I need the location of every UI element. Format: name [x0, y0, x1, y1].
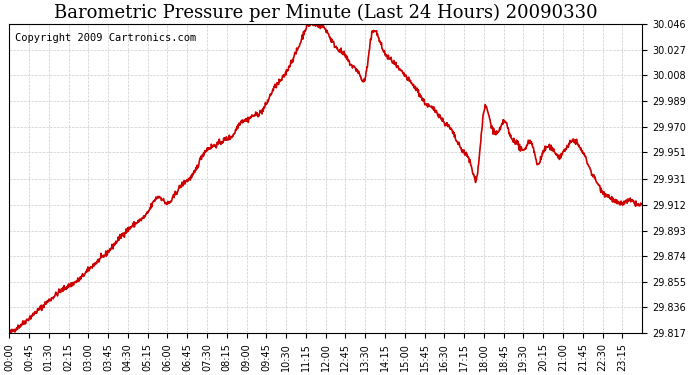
Text: Copyright 2009 Cartronics.com: Copyright 2009 Cartronics.com	[15, 33, 197, 43]
Title: Barometric Pressure per Minute (Last 24 Hours) 20090330: Barometric Pressure per Minute (Last 24 …	[54, 4, 598, 22]
